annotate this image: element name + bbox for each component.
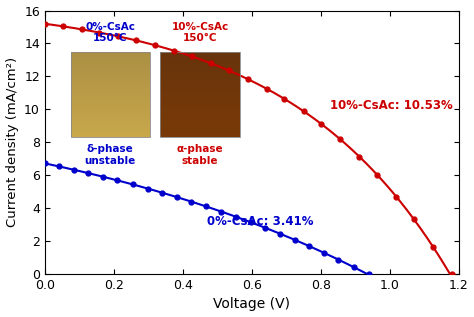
Bar <box>160 89 240 92</box>
Bar <box>71 72 150 74</box>
Bar <box>160 74 240 77</box>
Bar <box>160 55 240 57</box>
Text: α-phase
stable: α-phase stable <box>177 144 223 165</box>
Bar <box>160 132 240 134</box>
Bar <box>71 83 150 86</box>
Text: 0%-CsAc: 3.41%: 0%-CsAc: 3.41% <box>207 215 313 228</box>
Bar <box>160 117 240 120</box>
Bar <box>71 74 150 77</box>
Bar <box>160 94 240 97</box>
Bar <box>71 132 150 134</box>
Bar <box>71 69 150 72</box>
Bar <box>71 106 150 109</box>
Bar <box>160 57 240 60</box>
Bar <box>160 83 240 86</box>
Bar <box>160 112 240 114</box>
Bar <box>71 114 150 117</box>
Bar <box>71 66 150 69</box>
Text: δ-phase
unstable: δ-phase unstable <box>85 144 136 165</box>
Bar <box>160 114 240 117</box>
Bar <box>71 120 150 123</box>
Bar <box>71 86 150 89</box>
Bar <box>160 120 240 123</box>
Bar <box>71 80 150 83</box>
Bar <box>160 60 240 63</box>
Bar <box>160 106 240 109</box>
Bar <box>160 63 240 66</box>
Bar <box>160 52 240 55</box>
Bar <box>71 117 150 120</box>
Bar <box>71 100 150 103</box>
Bar <box>71 129 150 132</box>
Bar <box>71 123 150 126</box>
Text: 10%-CsAc: 10.53%: 10%-CsAc: 10.53% <box>329 99 452 112</box>
Bar <box>71 77 150 80</box>
Bar <box>160 69 240 72</box>
Bar <box>71 52 150 55</box>
Bar <box>71 94 150 97</box>
Bar <box>71 126 150 129</box>
Bar <box>160 97 240 100</box>
Bar <box>160 72 240 74</box>
Bar <box>71 55 150 57</box>
Bar <box>160 77 240 80</box>
Bar <box>160 129 240 132</box>
Bar <box>160 66 240 69</box>
Bar <box>160 80 240 83</box>
Bar <box>71 112 150 114</box>
Bar <box>71 134 150 137</box>
Bar <box>71 52 150 137</box>
Bar <box>160 52 240 137</box>
Bar <box>71 60 150 63</box>
Bar <box>160 92 240 94</box>
Bar <box>71 89 150 92</box>
Bar <box>160 123 240 126</box>
Y-axis label: Current density (mA/cm²): Current density (mA/cm²) <box>6 57 18 227</box>
Bar <box>160 126 240 129</box>
Bar <box>71 103 150 106</box>
Text: 0%-CsAc
150°C: 0%-CsAc 150°C <box>85 22 136 43</box>
Bar <box>160 103 240 106</box>
Text: 10%-CsAc
150°C: 10%-CsAc 150°C <box>172 22 228 43</box>
X-axis label: Voltage (V): Voltage (V) <box>213 297 290 311</box>
Bar <box>71 109 150 112</box>
Bar <box>71 63 150 66</box>
Bar <box>71 57 150 60</box>
Bar <box>160 109 240 112</box>
Bar <box>160 134 240 137</box>
Bar <box>160 86 240 89</box>
Bar <box>71 97 150 100</box>
Bar <box>71 92 150 94</box>
Bar <box>160 100 240 103</box>
